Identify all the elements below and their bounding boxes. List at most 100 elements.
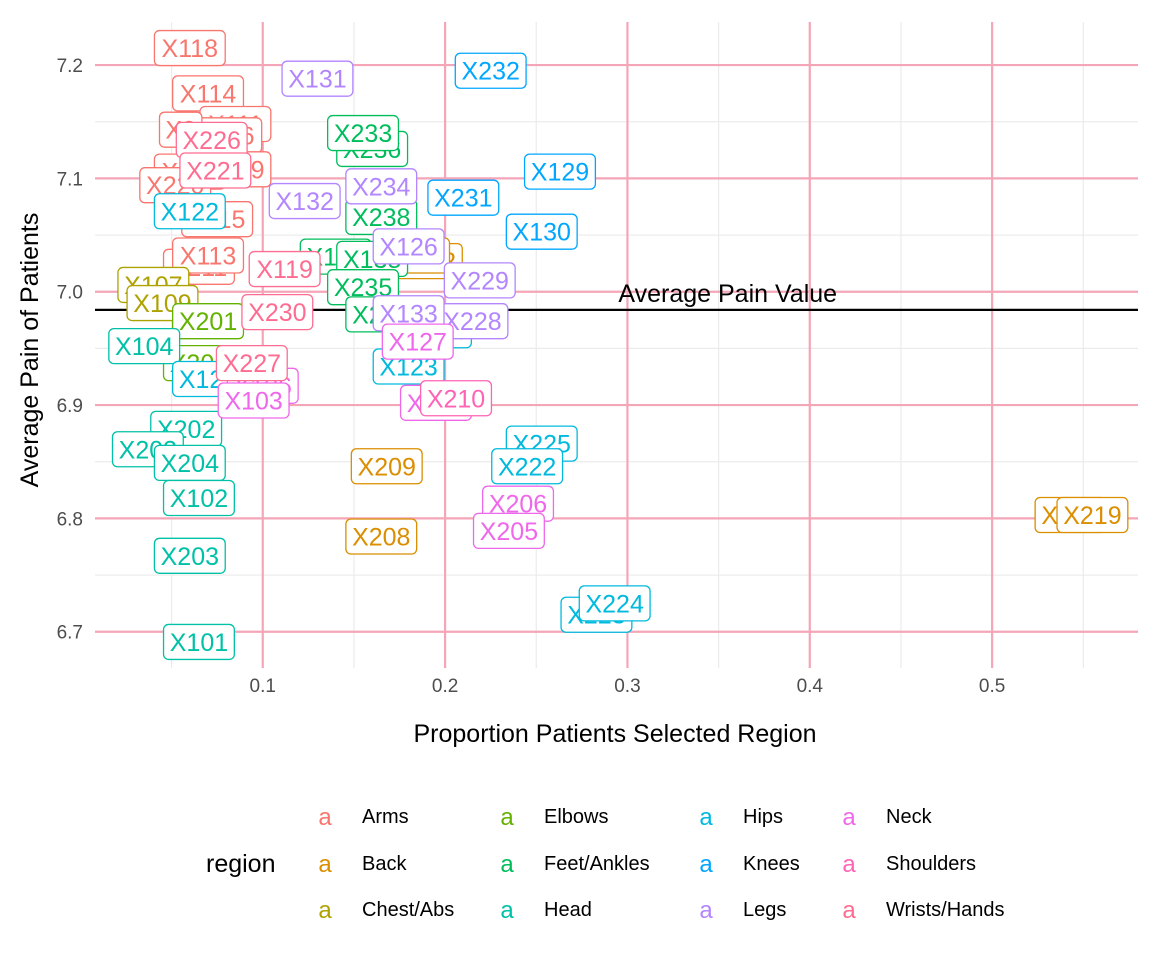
point-label: X203 [153,537,226,574]
point-label-box [578,585,651,622]
point-label: X232 [454,52,527,89]
point-label: X224 [578,585,651,622]
point-label: X114 [172,75,245,112]
legend-key: a [318,804,332,831]
legend-label: Chest/Abs [362,899,454,921]
point-label-box [491,448,564,485]
y-tick-label: 7.1 [57,169,83,190]
legend-key: a [318,897,332,924]
point-label-box [345,518,418,555]
point-label-text: X132 [275,188,333,216]
legend-item: a Arms [318,804,408,831]
point-label: X113 [172,237,245,274]
point-label: X230 [241,293,314,331]
legend-key: a [500,851,514,878]
point-label: X132 [268,182,341,220]
legend-label: Back [362,853,407,875]
point-label-text: X226 [183,127,241,155]
legend-item: a Neck [842,804,932,831]
point-label: X210 [419,380,493,417]
y-axis-ticks: 6.7 6.8 6.9 7.0 7.1 7.2 [57,56,83,644]
point-label: X209 [350,448,423,485]
point-label-text: X203 [161,543,219,571]
point-label: X129 [523,153,597,190]
legend-label: Knees [743,853,800,875]
point-label: X119 [248,250,321,288]
point-label-box [350,448,423,485]
legend-key: a [699,804,713,831]
point-label-text: X129 [531,159,589,187]
legend-label: Wrists/Hands [886,899,1005,921]
x-tick-label: 0.3 [614,676,640,697]
legend-item: a Shoulders [842,851,976,878]
legend-key: a [699,897,713,924]
point-label-box [162,479,235,517]
point-label-box [1056,496,1129,534]
legend-label: Head [544,899,592,921]
point-label-box [523,153,597,190]
point-label-box [419,380,493,417]
legend-label: Hips [743,806,783,828]
point-label: X234 [345,168,418,205]
point-label-box [108,327,181,365]
legend-key: a [500,804,514,831]
legend-item: a Head [500,897,591,924]
point-label: X226 [175,121,248,159]
point-label-text: X222 [498,453,556,481]
x-axis-title: Proportion Patients Selected Region [413,720,816,748]
point-label-text: X234 [352,173,410,201]
point-label-text: X221 [186,157,244,185]
point-label-text: X201 [179,308,237,336]
point-label: X221 [179,152,252,189]
point-label-text: X210 [427,385,485,413]
y-tick-label: 6.8 [57,509,83,530]
point-label-box [172,237,245,274]
legend-key: a [842,897,856,924]
y-axis-title: Average Pain of Patients [16,213,44,488]
point-label-box [179,152,252,189]
point-label: X205 [472,512,545,550]
legend-item: a Legs [699,897,786,924]
point-label-text: X113 [180,242,237,270]
point-label: X204 [153,444,226,482]
point-label-text: X130 [513,219,571,247]
point-label: X238 [345,198,418,236]
point-label-text: X238 [352,204,410,232]
point-label-text: X227 [223,350,281,378]
point-label-text: X119 [256,256,313,284]
point-label: X227 [215,344,288,382]
point-label-text: X118 [162,35,219,63]
point-label-text: X103 [224,388,282,416]
point-label-text: X232 [461,58,519,86]
y-tick-label: 7.2 [57,56,83,77]
point-label-box [427,179,500,216]
point-label-text: X229 [451,267,509,295]
point-label: X103 [217,382,290,419]
x-axis-ticks: 0.1 0.2 0.3 0.4 0.5 [250,676,1006,697]
point-label-box [217,382,290,419]
point-label: X219 [1056,496,1129,534]
point-label-text: X230 [248,299,306,327]
point-label-text: X126 [379,233,437,261]
legend-key: a [500,897,514,924]
point-label-box [281,60,354,97]
point-label-box [153,193,226,230]
y-tick-label: 7.0 [57,283,83,304]
point-label: X101 [162,623,235,661]
average-pain-label: Average Pain Value [618,280,837,308]
point-label-box [505,213,578,250]
point-label-text: X104 [115,333,173,361]
point-label-box [443,262,516,299]
point-label-text: X114 [180,80,237,108]
point-label-text: X102 [170,485,228,513]
point-label-text: X224 [585,590,643,618]
point-label: X208 [345,518,418,555]
point-label-text: X127 [389,329,447,357]
legend-key: a [318,851,332,878]
point-label: X127 [381,323,454,360]
point-label: X201 [172,303,245,340]
point-label-box [248,250,321,288]
legend-item: a Knees [699,851,799,878]
point-label: X122 [153,193,226,230]
